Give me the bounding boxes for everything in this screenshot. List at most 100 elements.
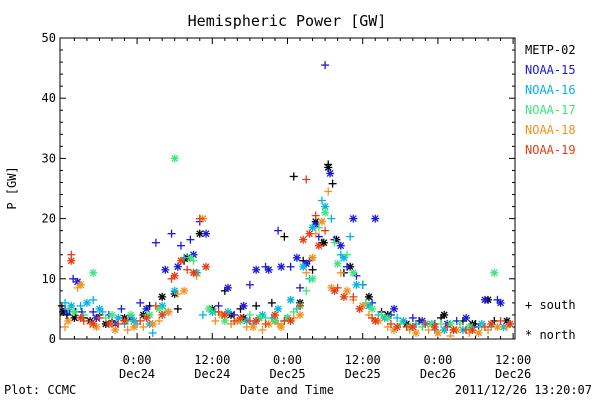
metp-02-south-point — [280, 232, 289, 241]
noaa-19-north-point — [305, 229, 314, 238]
metp-02-south-point — [267, 298, 276, 307]
noaa-19-south-point — [349, 292, 358, 301]
noaa-19-north-point — [505, 319, 514, 328]
noaa-18-north-point — [317, 217, 326, 226]
noaa-18-north-point — [433, 328, 442, 337]
data-points — [57, 61, 514, 340]
noaa-16-south-point — [89, 295, 98, 304]
noaa-19-north-point — [170, 271, 179, 280]
noaa-17-north-point — [220, 316, 229, 325]
noaa-18-south-point — [302, 268, 311, 277]
noaa-19-north-point — [252, 316, 261, 325]
noaa-18-north-point — [249, 322, 258, 331]
noaa-15-south-point — [69, 274, 78, 283]
noaa-15-north-point — [173, 262, 182, 271]
noaa-17-north-point — [349, 268, 358, 277]
noaa-19-south-point — [302, 175, 311, 184]
noaa-17-north-point — [308, 274, 317, 283]
noaa-15-north-point — [239, 301, 248, 310]
y-tick-label: 40 — [42, 91, 56, 105]
noaa-19-south-point — [296, 301, 305, 310]
x-tick-time-label: 0:00 — [423, 353, 452, 367]
noaa-18-south-point — [61, 322, 70, 331]
metp-02-south-point — [308, 265, 317, 274]
noaa-16-south-point — [346, 232, 355, 241]
noaa-19-south-point — [311, 211, 320, 220]
noaa-15-north-point — [223, 283, 232, 292]
noaa-17-north-point — [321, 208, 330, 217]
noaa-19-south-point — [230, 316, 239, 325]
noaa-15-north-point — [462, 313, 471, 322]
noaa-19-south-point — [443, 322, 452, 331]
noaa-19-north-point — [393, 322, 402, 331]
noaa-19-north-point — [299, 235, 308, 244]
noaa-19-north-point — [67, 256, 76, 265]
noaa-15-north-point — [202, 229, 211, 238]
noaa-19-south-point — [261, 319, 270, 328]
noaa-18-south-point — [155, 316, 164, 325]
noaa-15-south-point — [321, 61, 330, 70]
noaa-19-north-point — [202, 262, 211, 271]
noaa-16-north-point — [299, 262, 308, 271]
marker-legend-south: + south — [525, 298, 576, 312]
x-axis-label: Date and Time — [240, 383, 334, 397]
noaa-17-north-point — [186, 253, 195, 262]
noaa-15-south-point — [408, 313, 417, 322]
noaa-17-south-point — [455, 319, 464, 328]
noaa-19-north-point — [371, 316, 380, 325]
noaa-19-north-point — [339, 292, 348, 301]
noaa-15-south-point — [136, 298, 145, 307]
legend-entry-noaa-16: NOAA-16 — [525, 83, 576, 97]
metp-02-north-point — [158, 292, 167, 301]
noaa-19-south-point — [480, 322, 489, 331]
noaa-17-north-point — [490, 268, 499, 277]
noaa-18-north-point — [180, 286, 189, 295]
noaa-18-south-point — [139, 322, 148, 331]
x-axis: 0:00Dec2412:00Dec240:00Dec2512:00Dec250:… — [73, 38, 531, 381]
noaa-17-north-point — [333, 259, 342, 268]
noaa-15-north-point — [292, 253, 301, 262]
metp-02-south-point — [328, 179, 337, 188]
noaa-17-south-point — [314, 223, 323, 232]
chart-title: Hemispheric Power [GW] — [188, 12, 387, 30]
noaa-19-north-point — [430, 322, 439, 331]
y-tick-label: 10 — [42, 272, 56, 286]
noaa-15-south-point — [176, 241, 185, 250]
noaa-16-south-point — [61, 298, 70, 307]
x-tick-time-label: 0:00 — [273, 353, 302, 367]
x-tick-date-label: Dec26 — [495, 367, 531, 381]
noaa-18-south-point — [123, 325, 132, 334]
noaa-19-south-point — [151, 301, 160, 310]
noaa-17-south-point — [330, 238, 339, 247]
noaa-18-north-point — [277, 322, 286, 331]
timestamp: 2011/12/26 13:20:07 — [455, 383, 592, 397]
noaa-19-north-point — [330, 286, 339, 295]
y-tick-label: 30 — [42, 151, 56, 165]
noaa-17-south-point — [377, 310, 386, 319]
noaa-17-north-point — [170, 154, 179, 163]
noaa-17-north-point — [205, 304, 214, 313]
noaa-15-south-point — [245, 280, 254, 289]
metp-02-south-point — [289, 172, 298, 181]
noaa-18-north-point — [308, 253, 317, 262]
x-tick-date-label: Dec25 — [269, 367, 305, 381]
noaa-18-south-point — [258, 325, 267, 334]
noaa-15-south-point — [186, 235, 195, 244]
noaa-18-north-point — [164, 307, 173, 316]
noaa-18-north-point — [493, 322, 502, 331]
noaa-19-north-point — [189, 268, 198, 277]
noaa-19-north-point — [89, 319, 98, 328]
noaa-17-north-point — [70, 307, 79, 316]
noaa-18-north-point — [64, 316, 73, 325]
noaa-18-north-point — [111, 325, 120, 334]
noaa-19-north-point — [76, 313, 85, 322]
noaa-15-north-point — [480, 295, 489, 304]
legend-entry-noaa-18: NOAA-18 — [525, 123, 576, 137]
metp-02-north-point — [364, 292, 373, 301]
noaa-16-south-point — [76, 301, 85, 310]
noaa-19-north-point — [468, 325, 477, 334]
noaa-18-north-point — [411, 328, 420, 337]
noaa-16-south-point — [317, 196, 326, 205]
noaa-15-south-point — [343, 262, 352, 271]
noaa-19-south-point — [195, 214, 204, 223]
